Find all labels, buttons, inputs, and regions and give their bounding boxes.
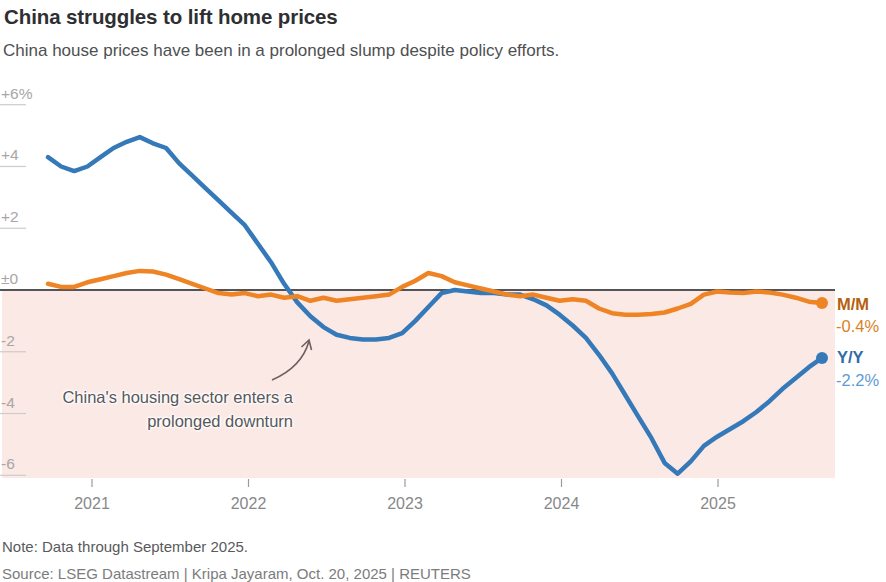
chart-source: Source: LSEG Datastream | Kripa Jayaram,… — [2, 565, 471, 582]
yy-end-dot — [816, 352, 828, 364]
x-tick-label: 2023 — [387, 495, 423, 512]
y-tick-label: +4 — [1, 146, 19, 163]
y-tick-label: -6 — [1, 455, 15, 472]
x-tick-label: 2022 — [231, 495, 267, 512]
y-tick-label: -4 — [1, 394, 15, 411]
x-tick-label: 2024 — [544, 495, 580, 512]
chart-annotation: China's housing sector enters a prolonge… — [62, 385, 293, 433]
y-tick-label: ±0 — [1, 270, 19, 287]
y-tick-label: +2 — [1, 208, 19, 225]
annotation-line-2: prolonged downturn — [62, 409, 293, 433]
chart-container: China struggles to lift home prices Chin… — [0, 0, 886, 582]
x-tick-label: 2021 — [74, 495, 110, 512]
chart-canvas: +6% +4 +2 ±0 -2 -4 -6 2021 2022 2023 2024 2025 — [0, 0, 886, 582]
yy-series-latest-value: -2.2% — [836, 371, 879, 390]
mm-series-latest-value: -0.4% — [836, 317, 879, 336]
chart-note: Note: Data through September 2025. — [2, 538, 248, 555]
y-tick-label: -2 — [1, 332, 15, 349]
yy-series-label: Y/Y — [837, 348, 864, 367]
x-tick-label: 2025 — [700, 495, 736, 512]
y-tick-label: +6% — [1, 85, 33, 102]
mm-end-dot — [816, 297, 828, 309]
annotation-line-1: China's housing sector enters a — [62, 385, 293, 409]
mm-series-label: M/M — [837, 295, 869, 314]
